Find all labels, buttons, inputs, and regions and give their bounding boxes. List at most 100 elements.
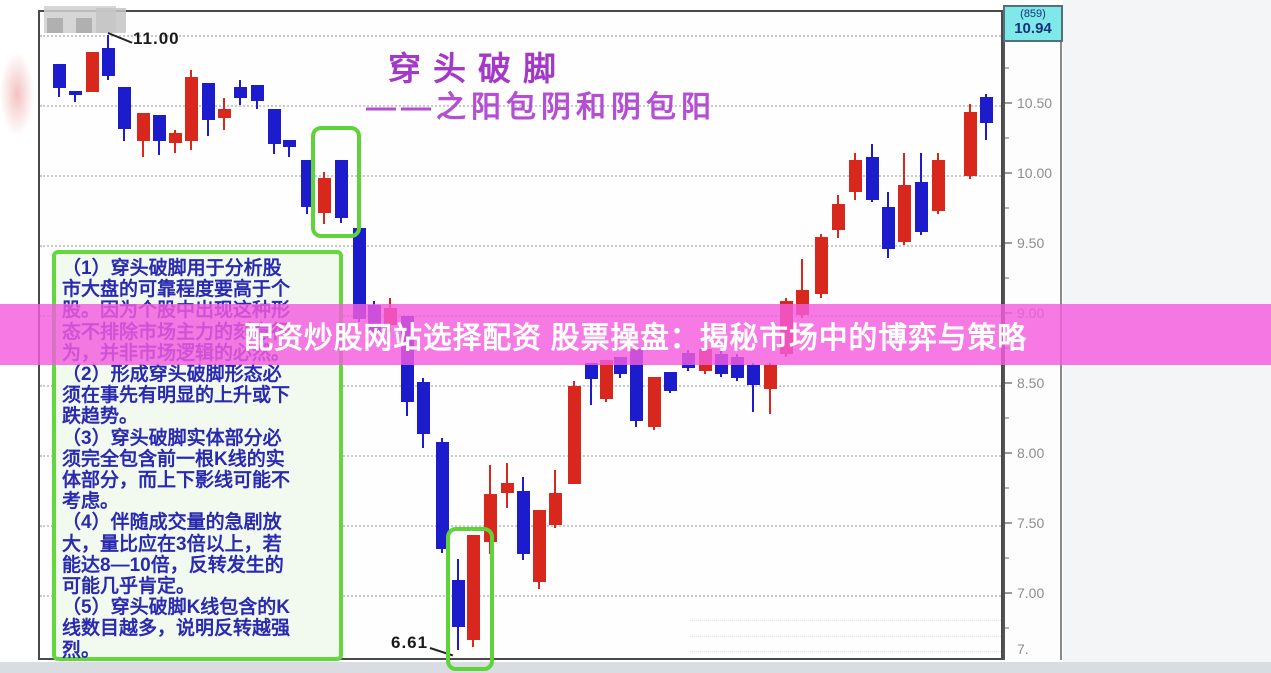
candle-body bbox=[233, 86, 247, 98]
candle-body bbox=[435, 442, 449, 549]
candle-wick bbox=[590, 362, 592, 405]
candle-body bbox=[532, 509, 546, 583]
quote-box-code: (859) bbox=[1020, 8, 1046, 20]
candle-body bbox=[629, 348, 643, 422]
candle-body bbox=[963, 112, 977, 177]
pattern-rule-line: 体部分，而上下影线可能不 bbox=[62, 470, 291, 492]
pattern-rule-line: 考虑。 bbox=[62, 491, 120, 513]
faint-gridline bbox=[690, 635, 1001, 637]
axis-minor-tick bbox=[1005, 137, 1009, 139]
pattern-subtitle: ——之阳包阴和阴包阳 bbox=[366, 91, 716, 124]
axis-label: 9.50 bbox=[1017, 235, 1045, 251]
axis-label: 10.00 bbox=[1017, 165, 1053, 181]
candle-body bbox=[282, 140, 296, 147]
pattern-rule-line: 能达8—10倍，反转发生的 bbox=[62, 554, 284, 576]
candle-body bbox=[548, 492, 562, 525]
pattern-rule-line: （2）形成穿头破脚形态必 bbox=[62, 364, 282, 386]
candle-body bbox=[897, 184, 911, 243]
gridline bbox=[40, 245, 1001, 247]
candle-body bbox=[152, 114, 166, 142]
axis-minor-tick bbox=[1005, 277, 1009, 279]
candle-body bbox=[267, 109, 281, 145]
pattern-rule-line: 大，量比应在3倍以上，若 bbox=[62, 533, 282, 555]
candle-body bbox=[865, 156, 879, 201]
candle-body bbox=[451, 579, 465, 628]
axis-tick bbox=[1005, 382, 1012, 384]
candle-body bbox=[599, 359, 613, 399]
faint-gridline bbox=[690, 620, 1001, 622]
gridline bbox=[40, 105, 1001, 107]
candle-body bbox=[567, 386, 581, 485]
candle-body bbox=[300, 159, 314, 208]
gridline bbox=[40, 175, 1001, 177]
axis-label: 8.00 bbox=[1017, 445, 1045, 461]
candle-body bbox=[101, 47, 115, 76]
axis-tick bbox=[1005, 452, 1012, 454]
candle-wick bbox=[752, 362, 754, 412]
axis-tick bbox=[1005, 522, 1012, 524]
pattern-rule-line: （4）伴随成交量的急剧放 bbox=[62, 512, 282, 534]
watermark-block bbox=[47, 18, 63, 33]
low-price-annotation: 6.61 bbox=[391, 633, 429, 652]
gridline bbox=[40, 595, 1001, 597]
candle-body bbox=[250, 85, 264, 101]
candle-body bbox=[848, 159, 862, 192]
axis-label: 7.50 bbox=[1017, 515, 1045, 531]
pattern-rule-line: 跌趋势。 bbox=[62, 406, 139, 428]
pattern-rule-line: 市大盘的可靠程度要高于个 bbox=[62, 279, 291, 301]
axis-minor-tick bbox=[1005, 67, 1009, 69]
watermark-block bbox=[76, 18, 92, 33]
pattern-rule-line: 须在事先有明显的上升或下 bbox=[62, 385, 291, 407]
watermark-block bbox=[96, 8, 126, 33]
axis-minor-tick bbox=[1005, 627, 1009, 629]
axis-minor-tick bbox=[1005, 207, 1009, 209]
candle-body bbox=[746, 365, 760, 385]
candle-wick bbox=[801, 259, 803, 318]
candle-body bbox=[217, 109, 231, 118]
candle-body bbox=[136, 113, 150, 142]
quote-box: (859) 10.94 bbox=[1003, 5, 1063, 42]
candle-body bbox=[881, 207, 895, 250]
candle-body bbox=[584, 362, 598, 380]
candle-body bbox=[931, 159, 945, 212]
axis-tick bbox=[1005, 172, 1012, 174]
engulfing-highlight-box-top bbox=[311, 126, 361, 238]
promo-banner-text: 配资炒股网站选择配资 股票操盘：揭秘市场中的博弈与策略 bbox=[244, 321, 1027, 355]
candle-body bbox=[117, 86, 131, 129]
candle-body bbox=[663, 372, 677, 391]
candle-body bbox=[184, 77, 198, 142]
axis-partial-label: 7. bbox=[1017, 641, 1029, 657]
pattern-rule-line: （5）穿头破脚K线包含的K bbox=[62, 597, 291, 619]
pattern-title: 穿头破脚 bbox=[388, 50, 568, 87]
candle-body bbox=[334, 159, 348, 219]
candle-wick bbox=[74, 91, 76, 103]
high-price-annotation: 11.00 bbox=[133, 29, 180, 48]
candle-body bbox=[317, 177, 331, 213]
engulfing-highlight-box-bottom bbox=[446, 527, 494, 671]
faint-gridline bbox=[690, 651, 1001, 652]
pattern-rule-line: 须完全包含前一根K线的实 bbox=[62, 448, 285, 470]
axis-minor-tick bbox=[1005, 557, 1009, 559]
candle-body bbox=[416, 382, 430, 434]
candle-body bbox=[516, 491, 530, 555]
axis-minor-tick bbox=[1005, 417, 1009, 419]
axis-label: 8.50 bbox=[1017, 375, 1045, 391]
axis-tick bbox=[1005, 242, 1012, 244]
pattern-rule-line: （3）穿头破脚实体部分必 bbox=[62, 427, 282, 449]
candle-body bbox=[85, 51, 99, 93]
axis-tick bbox=[1005, 592, 1012, 594]
axis-label: 10.50 bbox=[1017, 95, 1053, 111]
pattern-rule-line: （1）穿头破脚用于分析股 bbox=[62, 258, 282, 279]
candle-body bbox=[500, 483, 514, 493]
candle-body bbox=[814, 236, 828, 294]
candle-body bbox=[763, 365, 777, 390]
candle-body bbox=[831, 204, 845, 230]
promo-banner: 配资炒股网站选择配资 股票操盘：揭秘市场中的博弈与策略 bbox=[0, 304, 1271, 365]
axis-label: 7.00 bbox=[1017, 585, 1045, 601]
candle-body bbox=[466, 534, 480, 640]
candle-body bbox=[647, 376, 661, 427]
candle-body bbox=[52, 64, 66, 89]
axis-tick bbox=[1005, 102, 1012, 104]
candle-body bbox=[979, 96, 993, 124]
left-margin-smudge bbox=[0, 52, 34, 136]
